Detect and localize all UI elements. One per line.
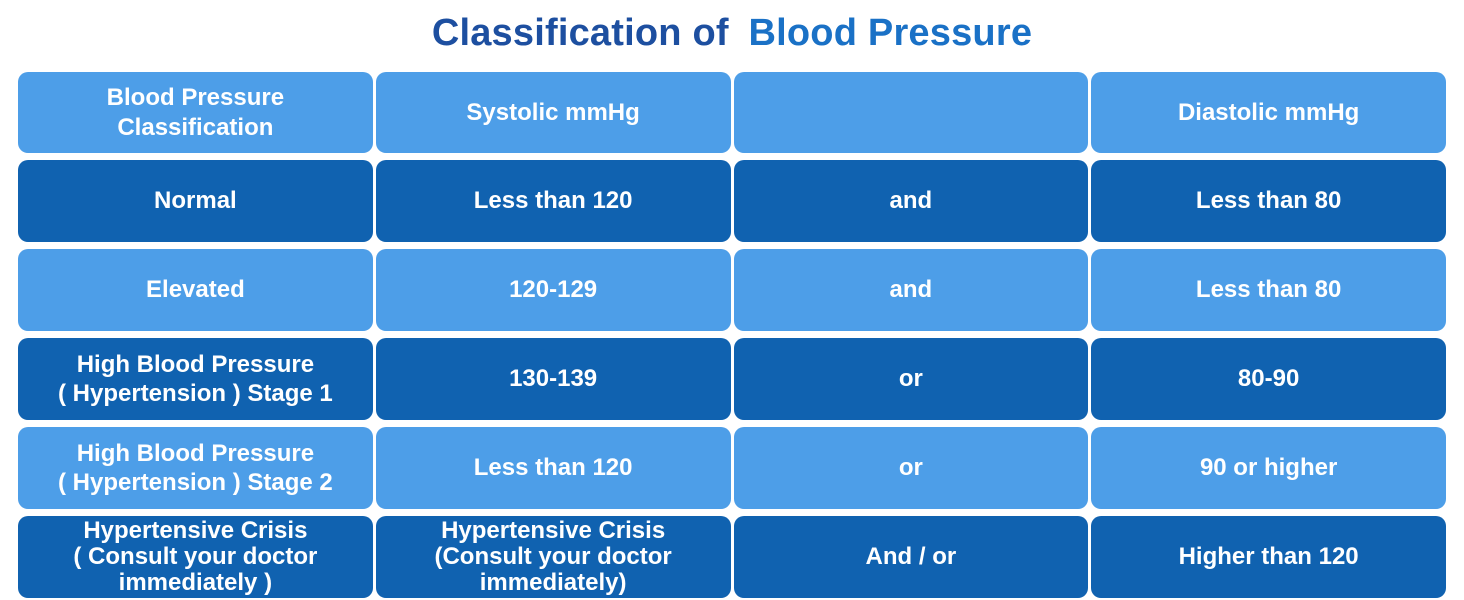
- cell-text-line: immediately ): [118, 568, 273, 596]
- cell-classification: High Blood Pressure( Hypertension ) Stag…: [18, 427, 373, 509]
- cell-classification: Hypertensive Crisis( Consult your doctor…: [18, 516, 373, 598]
- cell-text-line: 80-90: [1237, 365, 1300, 393]
- header-classification: Blood Pressure Classification: [18, 72, 373, 153]
- cell-text-line: Less than 80: [1195, 187, 1342, 215]
- cell-connector: and: [733, 249, 1089, 331]
- cell-text-line: Higher than 120: [1178, 543, 1359, 571]
- cell-systolic: 130-139: [375, 338, 731, 420]
- cell-text-line: or: [898, 454, 923, 482]
- cell-systolic: Hypertensive Crisis (Consult your doctor i…: [375, 516, 731, 598]
- blood-pressure-table: Blood Pressure Classification Systolic mmH…: [18, 72, 1446, 598]
- cell-systolic: Less than 120: [375, 160, 731, 242]
- table-row: High Blood Pressure( Hypertension ) Stag…: [18, 338, 1446, 420]
- cell-text-line: or: [898, 365, 923, 393]
- table-row: Elevated 120-129 and Less than 80: [18, 249, 1446, 331]
- cell-diastolic: 80-90: [1091, 338, 1446, 420]
- title-accent-text: Blood Pressure: [748, 12, 1033, 54]
- cell-text-line: immediately): [479, 568, 627, 596]
- cell-diastolic: Less than 80: [1091, 160, 1446, 242]
- cell-text-line: 130-139: [509, 365, 598, 393]
- cell-connector: And / or: [733, 516, 1089, 598]
- cell-connector: or: [733, 427, 1089, 509]
- header-diastolic: Diastolic mmHg: [1091, 72, 1446, 153]
- cell-classification: Normal: [18, 160, 373, 242]
- table-header-row: Blood Pressure Classification Systolic mmH…: [18, 72, 1446, 153]
- page-title: Classification of Blood Pressure: [0, 0, 1464, 72]
- cell-text-line: and: [889, 187, 933, 215]
- cell-connector: or: [733, 338, 1089, 420]
- cell-text-line: Diastolic mmHg: [1177, 98, 1360, 126]
- cell-diastolic: Higher than 120: [1091, 516, 1446, 598]
- cell-text-line: High Blood Pressure: [76, 439, 315, 467]
- cell-classification: High Blood Pressure( Hypertension ) Stag…: [18, 338, 373, 420]
- cell-text-line: Elevated: [146, 276, 245, 304]
- cell-text-line: Classification: [117, 113, 274, 141]
- cell-text-line: Less than 120: [473, 187, 633, 215]
- header-systolic: Systolic mmHg: [375, 72, 731, 153]
- table-row: Hypertensive Crisis( Consult your doctor…: [18, 516, 1446, 598]
- table-row: High Blood Pressure( Hypertension ) Stag…: [18, 427, 1446, 509]
- cell-systolic: Less than 120: [375, 427, 731, 509]
- header-connector: [733, 72, 1089, 153]
- cell-text-line: Systolic mmHg: [466, 98, 640, 126]
- table-row: Normal Less than 120 and Less than 80: [18, 160, 1446, 242]
- cell-connector: and: [733, 160, 1089, 242]
- cell-text-line: Hypertensive Crisis: [83, 517, 308, 545]
- cell-text-line: And / or: [865, 543, 957, 571]
- cell-text-line: High Blood Pressure: [76, 350, 315, 378]
- cell-text-line: ( Consult your doctor: [73, 543, 318, 571]
- cell-classification: Elevated: [18, 249, 373, 331]
- cell-text-line: Normal: [154, 187, 237, 215]
- title-primary-text: Classification of: [431, 12, 729, 54]
- cell-diastolic: Less than 80: [1091, 249, 1446, 331]
- cell-systolic: 120-129: [375, 249, 731, 331]
- cell-text-line: Less than 120: [473, 454, 633, 482]
- cell-text-line: 120-129: [509, 276, 598, 304]
- cell-diastolic: 90 or higher: [1091, 427, 1446, 509]
- cell-text-line: ( Hypertension ) Stage 2: [58, 469, 333, 496]
- cell-text-line: and: [889, 276, 933, 304]
- cell-text-line: (Consult your doctor: [434, 543, 672, 571]
- cell-text-line: Less than 80: [1195, 276, 1342, 304]
- cell-text-line: ( Hypertension ) Stage 1: [58, 380, 333, 407]
- cell-text-line: Hypertensive Crisis: [441, 517, 666, 545]
- cell-text-line: 90 or higher: [1199, 454, 1338, 482]
- cell-text-line: Blood Pressure: [106, 84, 285, 112]
